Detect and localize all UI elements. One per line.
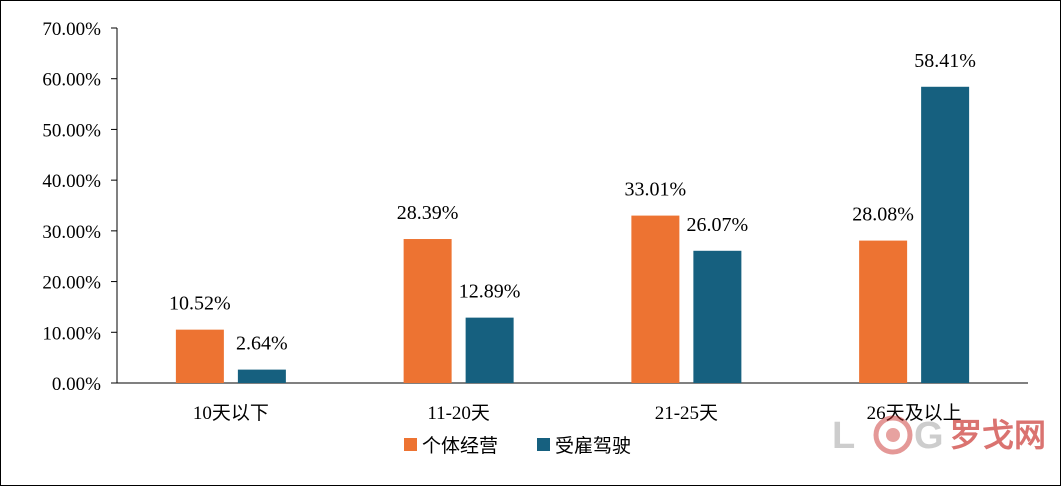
legend-label-self-employed: 个体经营 xyxy=(422,435,498,457)
bar-hired-driver xyxy=(237,369,286,383)
data-labels-group: 10.52%2.64% 28.39% 12.89% 33.01%26.07% 28.08… xyxy=(169,50,976,355)
bar-self-employed xyxy=(631,215,680,383)
data-label-self-employed: 28.08% xyxy=(852,204,914,226)
legend-swatch-hired-driver xyxy=(537,438,550,451)
data-label-self-employed: 33.01% xyxy=(625,179,687,201)
y-tick-label: 0.00% xyxy=(52,374,101,395)
data-label-self-employed: 28.39% xyxy=(397,202,459,224)
watermark-target-icon xyxy=(873,415,913,455)
y-tick-label: 20.00% xyxy=(42,273,101,294)
data-label-hired-driver: 12.89% xyxy=(459,281,521,303)
y-tick-label: 50.00% xyxy=(42,120,101,141)
x-category-label: 21-25天 xyxy=(655,403,718,424)
watermark-brand-text: 罗戈网 xyxy=(950,416,1046,454)
bar-hired-driver xyxy=(693,250,742,383)
y-tick-label: 30.00% xyxy=(42,222,101,243)
legend: 个体经营 受雇驾驶 xyxy=(404,435,631,457)
legend-swatch-self-employed xyxy=(404,438,417,451)
y-tick-label: 70.00% xyxy=(42,19,101,40)
x-axis-labels: 10天以下 11-20天 21-25天 26天及以上 xyxy=(193,402,962,424)
x-category-label: 10天以下 xyxy=(193,403,269,424)
y-tick-label: 60.00% xyxy=(42,70,101,91)
data-label-hired-driver: 2.64% xyxy=(236,333,288,355)
bars-group xyxy=(175,86,970,383)
watermark-target-core xyxy=(886,428,900,442)
bar-self-employed xyxy=(175,329,224,383)
x-category-label: 26天及以上 xyxy=(867,402,962,424)
watermark-letter-l: L xyxy=(832,415,855,457)
watermark-letter-g: G xyxy=(914,415,944,457)
data-label-hired-driver: 26.07% xyxy=(687,214,749,236)
data-label-self-employed: 10.52% xyxy=(169,293,231,315)
y-tick-label: 10.00% xyxy=(42,323,101,344)
legend-label-hired-driver: 受雇驾驶 xyxy=(555,435,631,457)
bar-self-employed xyxy=(403,239,452,383)
data-label-hired-driver: 58.41% xyxy=(914,50,976,72)
y-tick-label: 40.00% xyxy=(42,171,101,192)
bar-self-employed xyxy=(859,240,908,383)
bar-hired-driver xyxy=(465,317,514,383)
y-axis-ticks: 0.00% 10.00% 20.00% 30.00% 40.00% 50.00% 60.00… xyxy=(42,19,117,395)
logo-watermark: L G 罗戈网 xyxy=(832,415,1046,457)
x-category-label: 11-20天 xyxy=(427,403,490,424)
bar-hired-driver xyxy=(921,86,970,383)
